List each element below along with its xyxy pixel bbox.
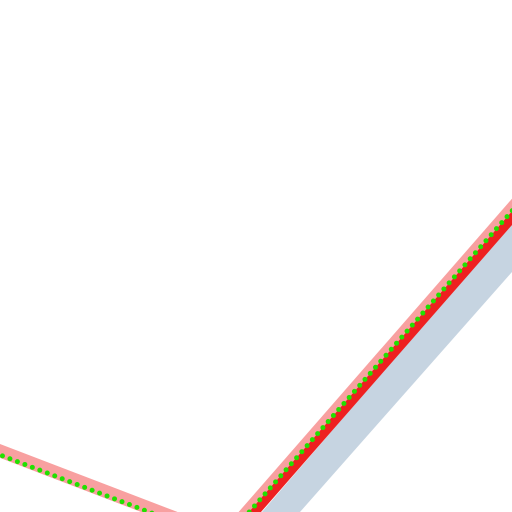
route-dots [245, 207, 512, 512]
route-dots [0, 452, 156, 512]
route-line [249, 211, 512, 512]
route-casing [0, 443, 178, 512]
